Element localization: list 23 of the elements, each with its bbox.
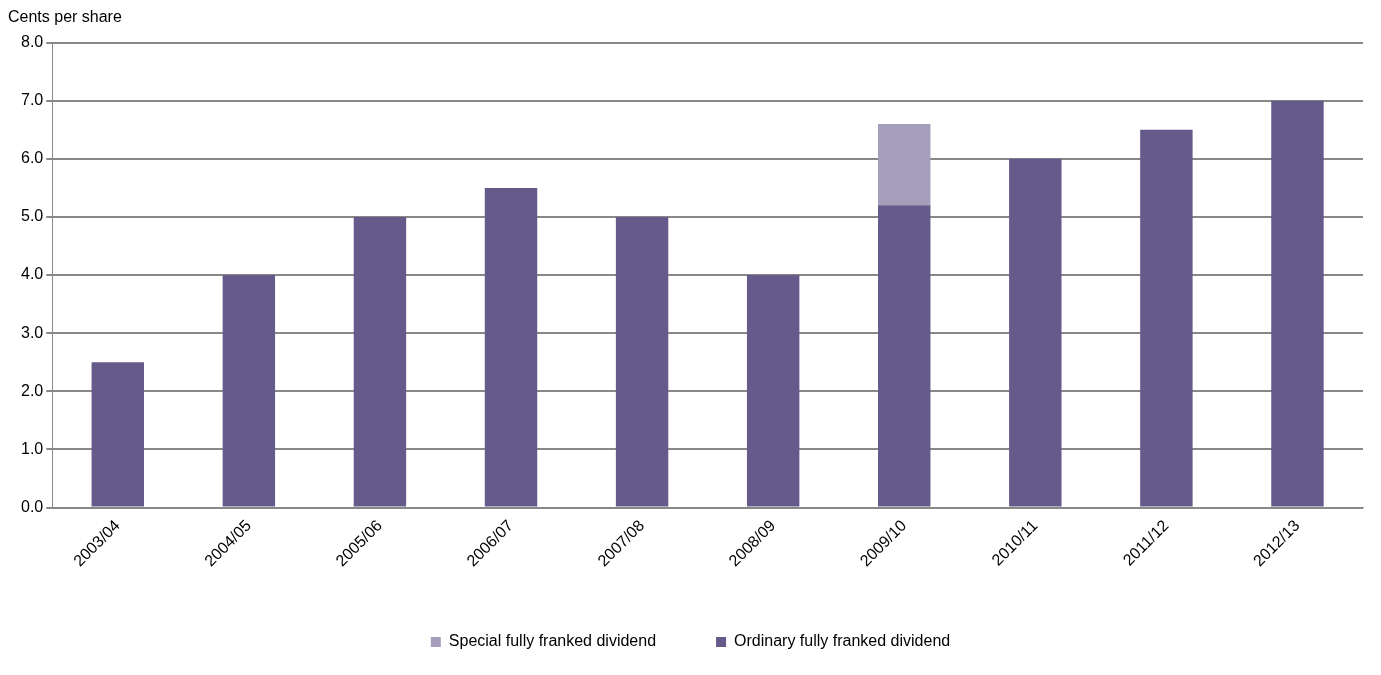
y-tick-label: 4.0 bbox=[20, 265, 44, 283]
bar bbox=[91, 362, 144, 507]
bar bbox=[1140, 129, 1193, 507]
y-tick-label: 7.0 bbox=[20, 91, 44, 109]
y-tick-label: 3.0 bbox=[20, 323, 44, 341]
bar bbox=[1009, 158, 1062, 507]
y-tick-label: 1.0 bbox=[20, 439, 44, 457]
legend-label: Ordinary fully franked dividend bbox=[734, 632, 951, 650]
bar bbox=[353, 216, 407, 507]
y-axis-title: Cents per share bbox=[8, 8, 123, 27]
y-tick-label: 5.0 bbox=[20, 207, 44, 225]
bar bbox=[878, 205, 931, 507]
bar bbox=[1271, 100, 1324, 507]
y-tick-label: 6.0 bbox=[20, 149, 44, 167]
bar bbox=[615, 216, 669, 507]
legend-label: Special fully franked dividend bbox=[448, 632, 657, 650]
bar bbox=[746, 275, 800, 507]
y-tick-label: 0.0 bbox=[20, 497, 44, 515]
bar bbox=[222, 275, 276, 507]
bar bbox=[878, 123, 931, 206]
bar bbox=[484, 187, 538, 507]
y-tick-label: 2.0 bbox=[20, 381, 44, 399]
y-tick-label: 8.0 bbox=[20, 33, 44, 51]
